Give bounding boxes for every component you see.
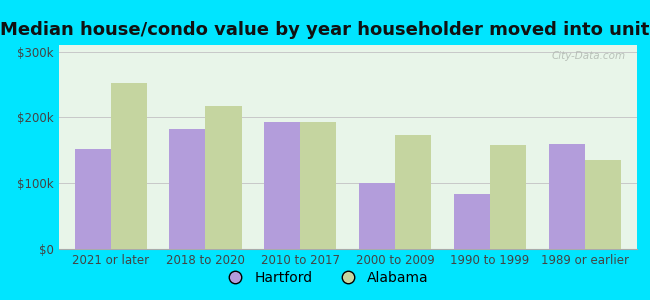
Bar <box>265 122 300 249</box>
Bar <box>111 82 147 249</box>
Legend: Hartford, Alabama: Hartford, Alabama <box>216 265 434 290</box>
Bar <box>490 145 526 249</box>
Bar <box>549 144 585 249</box>
Bar <box>585 160 621 249</box>
Bar <box>395 135 431 249</box>
Bar <box>205 106 242 249</box>
Bar <box>170 129 205 249</box>
Text: Median house/condo value by year householder moved into unit: Median house/condo value by year househo… <box>0 21 650 39</box>
Bar <box>300 122 336 249</box>
Bar <box>75 149 110 249</box>
Bar <box>454 194 490 249</box>
Text: City-Data.com: City-Data.com <box>551 51 625 61</box>
Bar <box>359 182 395 249</box>
